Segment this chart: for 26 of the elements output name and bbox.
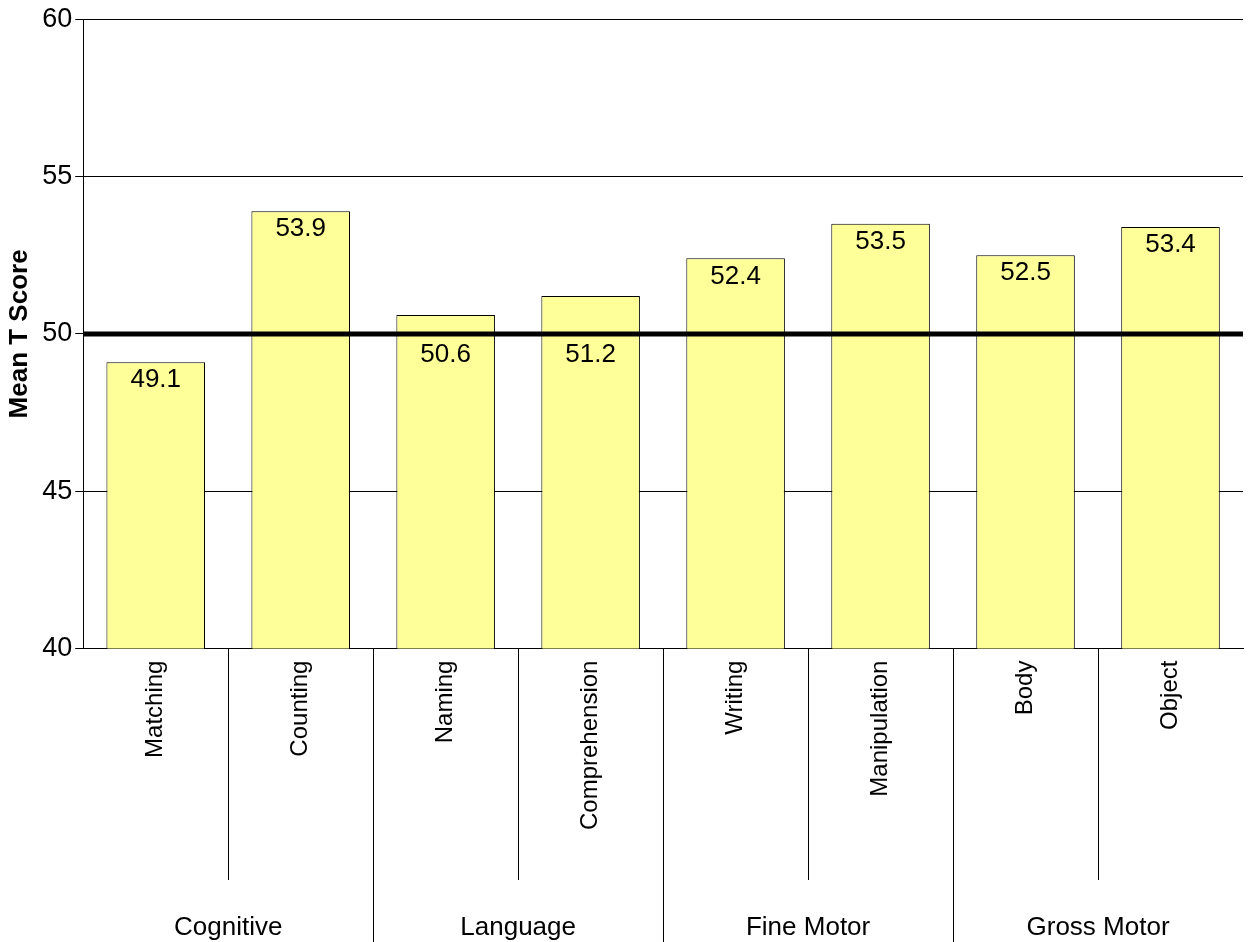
y-tick-label: 60 [42, 2, 73, 33]
data-label: 50.6 [420, 338, 471, 369]
x-tick-label: Matching [140, 660, 168, 758]
x-tick-label: Comprehension [575, 660, 603, 831]
x-tick-label: Object [1155, 660, 1183, 730]
x-tick-label: Manipulation [865, 660, 893, 797]
data-label: 52.5 [1000, 256, 1051, 287]
x-tick-label: Body [1010, 660, 1038, 716]
x-tick-label: Counting [285, 660, 313, 757]
data-label: 49.1 [130, 363, 182, 394]
data-label: 53.9 [275, 212, 326, 243]
x-tick-label: Naming [430, 660, 458, 744]
data-label: 53.4 [1145, 228, 1196, 259]
text: Language [460, 911, 576, 942]
text: Cognitive [174, 911, 283, 942]
y-tick-label: 40 [42, 632, 73, 663]
data-label: 53.5 [855, 224, 906, 255]
y-tick-label: 50 [42, 317, 73, 348]
y-tick-label: 45 [42, 474, 73, 505]
text: Gross Motor [1026, 911, 1170, 942]
y-tick-label: 55 [42, 160, 73, 190]
data-label: 52.4 [710, 259, 761, 290]
y-axis-title: Mean T Score [2, 249, 33, 419]
data-label: 51.2 [565, 338, 616, 369]
x-tick-label: Writing [720, 660, 748, 735]
text: Fine Motor [745, 911, 871, 942]
